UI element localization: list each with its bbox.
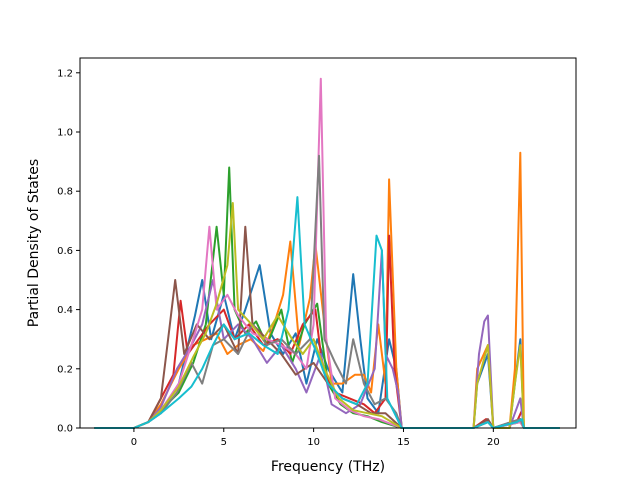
series-line-9 <box>94 202 560 429</box>
x-tick-label: 0 <box>131 437 137 448</box>
x-tick-label: 5 <box>221 437 227 448</box>
x-tick-label: 20 <box>487 437 500 448</box>
series-line-10 <box>94 196 560 429</box>
x-axis-ticks: 0 5 10 15 20 <box>131 428 500 448</box>
x-axis-label: Frequency (THz) <box>271 459 385 475</box>
y-tick-label: 0.8 <box>57 187 73 198</box>
y-tick-label: 0.2 <box>57 364 73 375</box>
series-line-5 <box>94 249 560 429</box>
y-axis-label: Partial Density of States <box>26 159 42 327</box>
plot-frame <box>79 57 577 429</box>
y-tick-label: 1.2 <box>57 68 73 79</box>
y-axis-ticks: 0.0 0.2 0.4 0.6 0.8 1.0 1.2 <box>57 68 80 435</box>
y-tick-label: 0.4 <box>57 305 73 316</box>
y-tick-label: 1.0 <box>57 128 73 139</box>
x-tick-label: 15 <box>397 437 410 448</box>
x-tick-label: 10 <box>307 437 320 448</box>
y-tick-label: 0.6 <box>57 246 73 257</box>
series-layer <box>94 77 560 429</box>
y-tick-label: 0.0 <box>57 424 73 435</box>
